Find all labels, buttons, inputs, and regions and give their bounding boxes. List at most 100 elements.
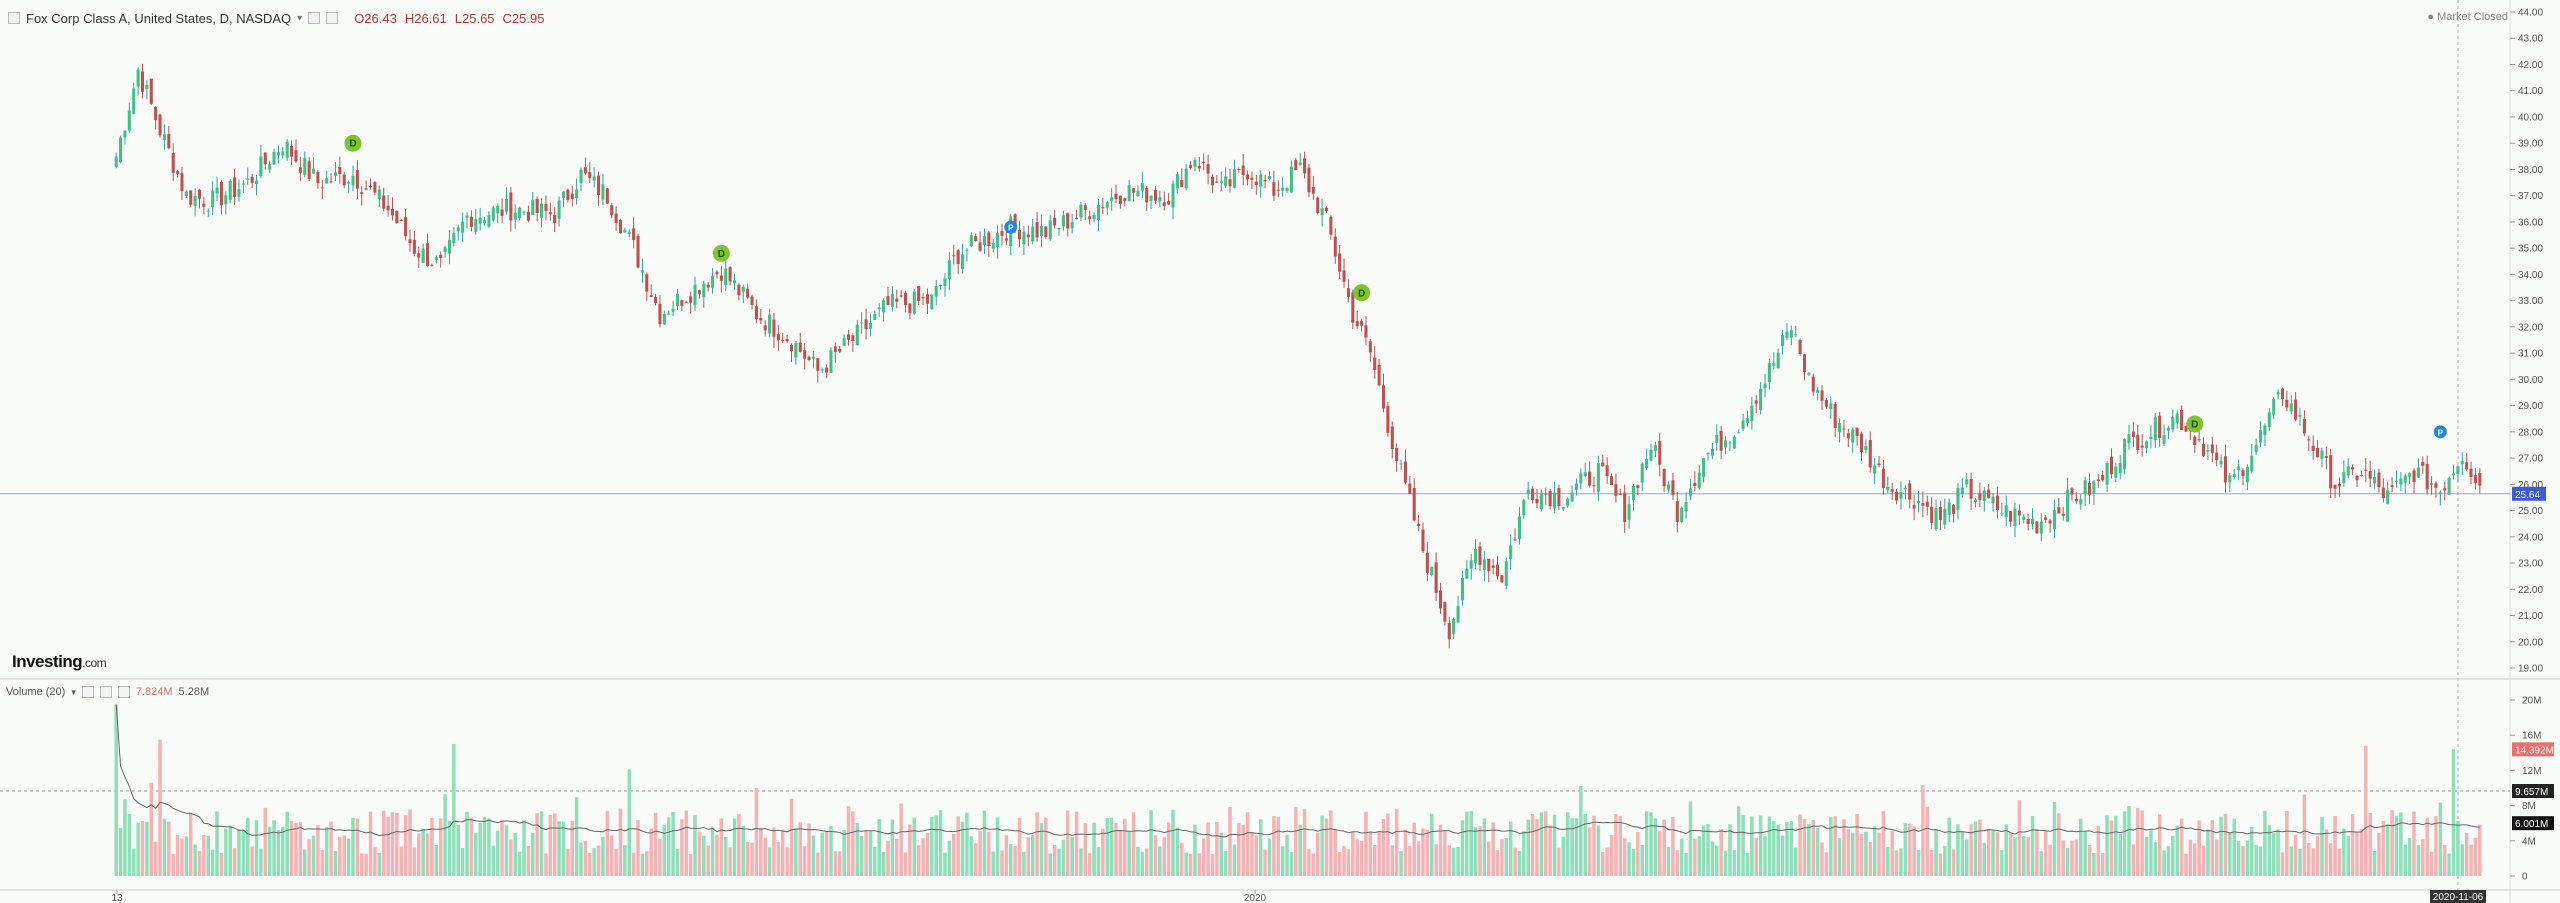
candle	[1096, 199, 1101, 232]
volume-bar	[548, 814, 553, 876]
candle-body	[1482, 559, 1486, 570]
volume-bar	[368, 811, 373, 876]
candle-body	[566, 189, 570, 200]
candle	[640, 258, 644, 283]
candle	[1438, 582, 1443, 614]
candle	[1991, 492, 1995, 512]
volume-bar	[925, 832, 930, 876]
candle	[2114, 462, 2118, 482]
settings-icon[interactable]	[308, 12, 321, 24]
candle-body	[2320, 450, 2324, 459]
candle-body	[1079, 204, 1083, 218]
volume-bar	[1083, 823, 1088, 876]
candle	[627, 229, 631, 238]
volume-bar	[1232, 844, 1237, 876]
candle	[434, 255, 438, 264]
volume-bar	[2302, 794, 2307, 876]
volume-bar	[614, 849, 618, 876]
candle	[211, 181, 215, 216]
event-marker[interactable]: P	[1004, 220, 1018, 234]
volume-bar	[605, 810, 610, 876]
candle	[2421, 456, 2425, 474]
candle-body	[1886, 486, 1890, 491]
volume-bar	[1741, 815, 1745, 876]
volume-bar	[1215, 822, 1219, 876]
candle	[1132, 188, 1136, 202]
collapse-icon[interactable]	[8, 12, 20, 24]
volume-badge-label: 6.001M	[2515, 819, 2548, 830]
candle	[2399, 472, 2403, 491]
candle	[886, 286, 890, 306]
volume-bar	[1504, 837, 1509, 876]
candle	[1193, 157, 1197, 172]
candle-body	[1232, 169, 1236, 188]
candle	[1373, 346, 1377, 379]
candle	[483, 217, 487, 226]
event-marker[interactable]: P	[2433, 425, 2447, 439]
candle	[952, 244, 956, 265]
candle-body	[759, 318, 763, 321]
candle	[320, 179, 324, 199]
candle-body	[1754, 400, 1758, 404]
candle-body	[702, 283, 706, 298]
marker-circle	[344, 134, 362, 152]
time-tick-label: 2020	[1244, 893, 1267, 903]
dividend-marker[interactable]: D	[2186, 415, 2204, 433]
candle-body	[1460, 578, 1464, 601]
low-value: L25.65	[454, 10, 495, 26]
candle	[2127, 424, 2131, 450]
volume-bar	[303, 849, 307, 876]
candle-body	[228, 180, 232, 200]
candle-body	[1798, 339, 1802, 354]
candle-body	[430, 264, 434, 266]
candle	[996, 225, 1000, 259]
volume-bar	[1881, 811, 1886, 876]
volume-bar	[2438, 802, 2443, 876]
volume-bar	[596, 845, 601, 876]
volume-badge	[2512, 742, 2554, 757]
chevron-down-icon[interactable]: ▾	[71, 686, 76, 697]
volume-label[interactable]: Volume (20)	[6, 686, 66, 698]
candle	[1018, 220, 1022, 247]
settings-icon[interactable]	[99, 686, 112, 698]
candle-body	[2412, 470, 2416, 482]
volume-bar	[2416, 845, 2421, 876]
candle-body	[693, 284, 697, 306]
chevron-down-icon[interactable]: ▾	[297, 12, 303, 24]
candle	[342, 171, 346, 188]
volume-bar	[2214, 839, 2219, 876]
candle	[987, 230, 991, 257]
volume-bar	[2013, 837, 2017, 876]
volume-bar	[2350, 814, 2355, 876]
candle-body	[2473, 475, 2477, 483]
dividend-marker[interactable]: D	[1353, 284, 1371, 302]
volume-bar	[1587, 827, 1592, 876]
candle-body	[1430, 566, 1434, 575]
candle	[206, 208, 210, 218]
candle-body	[465, 215, 469, 218]
volume-bar	[1535, 819, 1539, 876]
dividend-marker[interactable]: D	[712, 244, 730, 262]
candle-body	[294, 150, 298, 162]
volume-bar	[592, 848, 596, 876]
close-icon[interactable]	[326, 12, 339, 24]
volume-bar	[745, 841, 750, 876]
candle	[1395, 443, 1399, 472]
candle-body	[2140, 445, 2144, 448]
volume-bar	[1658, 831, 1662, 876]
symbol-title[interactable]: Fox Corp Class A, United States, D, NASD…	[26, 10, 292, 26]
close-icon[interactable]	[117, 686, 130, 698]
candle-body	[1171, 183, 1175, 208]
candle	[1083, 203, 1087, 221]
candle	[412, 231, 416, 257]
volume-bar	[202, 835, 206, 876]
candle-body	[241, 183, 245, 185]
candle	[2013, 502, 2017, 538]
candle-body	[1246, 174, 1250, 180]
dividend-marker[interactable]: D	[344, 134, 362, 152]
candle	[991, 239, 995, 253]
eye-icon[interactable]	[81, 686, 94, 698]
volume-bar	[1289, 852, 1294, 876]
